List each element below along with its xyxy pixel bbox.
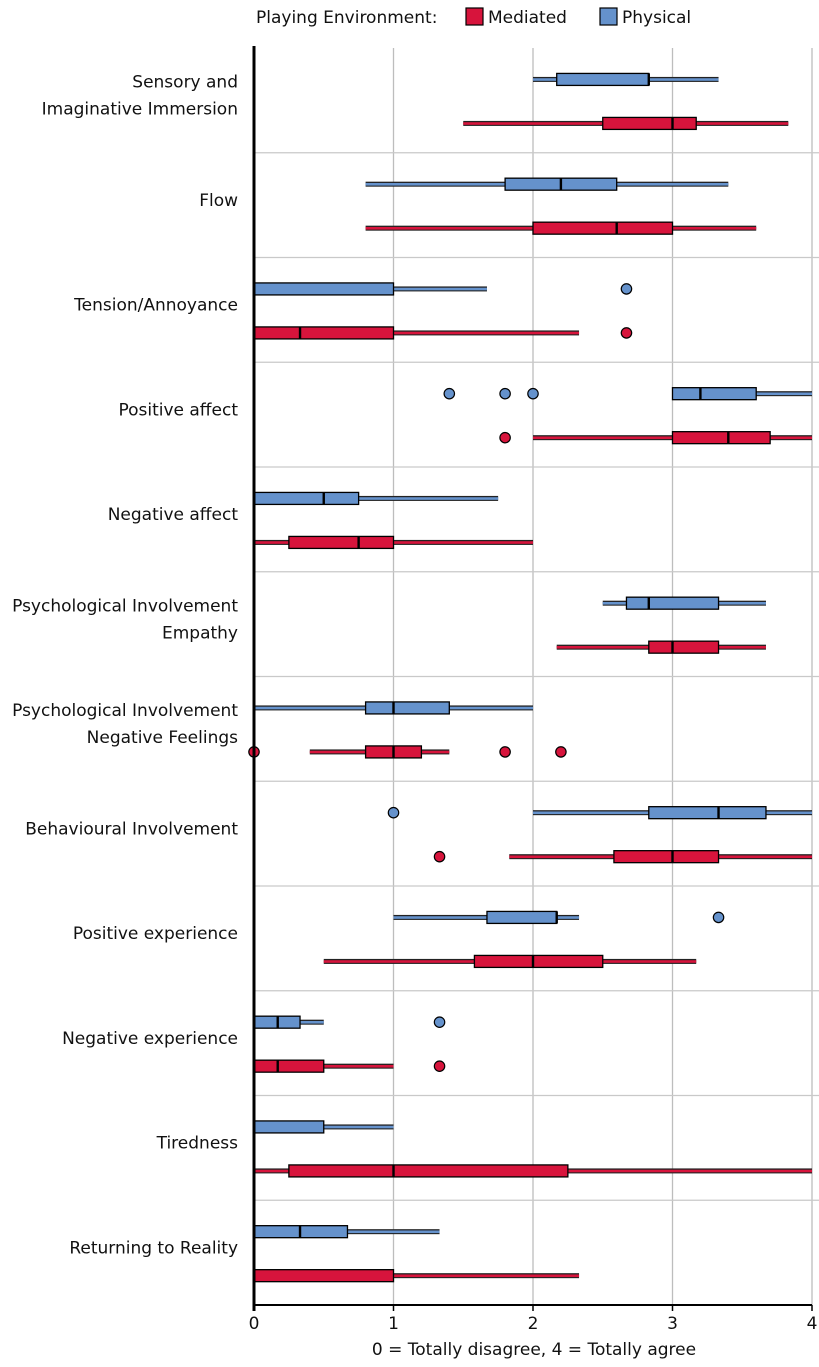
physical-outlier bbox=[712, 911, 725, 924]
physical-outlier bbox=[433, 1016, 446, 1028]
mediated-iqr-box bbox=[532, 221, 674, 235]
mediated-outlier bbox=[499, 431, 511, 444]
x-tick-label: 1 bbox=[388, 1314, 399, 1334]
mediated-box-4 bbox=[254, 535, 533, 550]
mediated-box-7 bbox=[433, 850, 812, 864]
x-tick-label: 4 bbox=[807, 1314, 818, 1334]
category-label: Flow bbox=[199, 191, 238, 211]
category-label: Empathy bbox=[162, 623, 238, 643]
category-label: Negative affect bbox=[108, 505, 239, 525]
physical-box-2 bbox=[252, 282, 633, 296]
plot-area bbox=[248, 72, 812, 1283]
category-label: Imaginative Immersion bbox=[42, 100, 238, 120]
category-label: Behavioural Involvement bbox=[25, 819, 238, 839]
mediated-outlier bbox=[433, 850, 446, 863]
x-tick-label: 0 bbox=[249, 1314, 260, 1334]
physical-box-4 bbox=[253, 491, 499, 506]
mediated-box-6 bbox=[248, 745, 567, 759]
physical-box-7 bbox=[387, 806, 812, 820]
category-label: Tiredness bbox=[156, 1134, 239, 1154]
physical-box-0 bbox=[533, 72, 719, 87]
category-label: Positive experience bbox=[73, 924, 238, 944]
physical-iqr-box bbox=[671, 387, 757, 401]
physical-iqr-box bbox=[253, 491, 360, 506]
physical-box-6 bbox=[254, 701, 533, 715]
physical-iqr-box bbox=[556, 72, 650, 87]
mediated-box-0 bbox=[463, 116, 789, 131]
mediated-iqr-box bbox=[288, 1164, 569, 1178]
category-label: Psychological Involvement bbox=[12, 596, 238, 616]
legend-label-mediated: Mediated bbox=[488, 8, 567, 28]
category-label: Sensory and bbox=[132, 73, 238, 93]
physical-outlier bbox=[527, 387, 539, 400]
mediated-iqr-box bbox=[253, 1059, 325, 1073]
physical-iqr-box bbox=[486, 910, 558, 925]
physical-box-11 bbox=[253, 1225, 440, 1239]
mediated-iqr-box bbox=[288, 535, 395, 550]
physical-outlier bbox=[387, 806, 400, 819]
category-labels: Sensory and Imaginative Immersion Flow Tens… bbox=[12, 73, 238, 1259]
physical-box-5 bbox=[602, 596, 766, 610]
category-label: Negative Feelings bbox=[87, 728, 238, 748]
mediated-box-3 bbox=[499, 431, 812, 445]
category-label: Positive affect bbox=[118, 400, 238, 420]
mediated-iqr-box bbox=[671, 431, 771, 445]
grid bbox=[254, 48, 819, 1305]
mediated-whisker-fill bbox=[254, 1274, 580, 1278]
mediated-box-5 bbox=[556, 640, 766, 654]
physical-iqr-box bbox=[253, 1120, 325, 1134]
mediated-box-2 bbox=[253, 326, 633, 340]
physical-whisker-fill bbox=[393, 916, 580, 919]
physical-box-1 bbox=[365, 177, 729, 191]
mediated-outlier bbox=[499, 746, 511, 758]
physical-iqr-box bbox=[625, 596, 720, 610]
physical-outlier bbox=[499, 387, 511, 400]
mediated-iqr-box bbox=[602, 116, 697, 131]
mediated-outlier bbox=[433, 1060, 446, 1072]
mediated-iqr-box bbox=[613, 850, 720, 864]
category-label: Negative experience bbox=[62, 1029, 238, 1049]
mediated-box-10 bbox=[254, 1164, 812, 1178]
mediated-box-11 bbox=[252, 1269, 580, 1283]
mediated-iqr-box bbox=[253, 326, 395, 340]
x-axis-title: 0 = Totally disagree, 4 = Totally agree bbox=[372, 1340, 696, 1360]
x-tick-label: 2 bbox=[528, 1314, 539, 1334]
mediated-iqr-box bbox=[648, 640, 720, 654]
x-tick-label: 3 bbox=[667, 1314, 678, 1334]
physical-iqr-box bbox=[364, 701, 450, 715]
legend: Playing Environment: Mediated Physical bbox=[256, 7, 691, 28]
x-axis: 0 1 2 3 4 bbox=[249, 46, 818, 1334]
physical-box-10 bbox=[252, 1120, 394, 1134]
mediated-whisker-fill bbox=[254, 331, 580, 335]
physical-outlier bbox=[443, 387, 456, 400]
mediated-iqr-box bbox=[253, 1269, 395, 1283]
category-label: Tension/Annoyance bbox=[73, 296, 238, 316]
physical-whisker-fill bbox=[254, 497, 499, 500]
legend-label-physical: Physical bbox=[622, 8, 691, 28]
mediated-box-9 bbox=[253, 1059, 446, 1073]
legend-swatch-physical bbox=[599, 7, 618, 26]
category-label: Psychological Involvement bbox=[12, 701, 238, 721]
category-label: Returning to Reality bbox=[69, 1238, 238, 1258]
physical-box-3 bbox=[443, 387, 812, 401]
mediated-outlier bbox=[620, 327, 633, 339]
physical-iqr-box bbox=[253, 282, 395, 296]
legend-swatch-mediated bbox=[465, 7, 484, 26]
mediated-box-1 bbox=[365, 221, 757, 235]
physical-box-9 bbox=[253, 1015, 446, 1029]
mediated-iqr-box bbox=[473, 954, 604, 969]
physical-outlier bbox=[620, 283, 633, 295]
physical-box-8 bbox=[393, 910, 725, 925]
legend-title: Playing Environment: bbox=[256, 8, 437, 28]
mediated-outlier bbox=[555, 746, 567, 758]
mediated-box-8 bbox=[323, 954, 697, 969]
physical-iqr-box bbox=[648, 806, 767, 820]
